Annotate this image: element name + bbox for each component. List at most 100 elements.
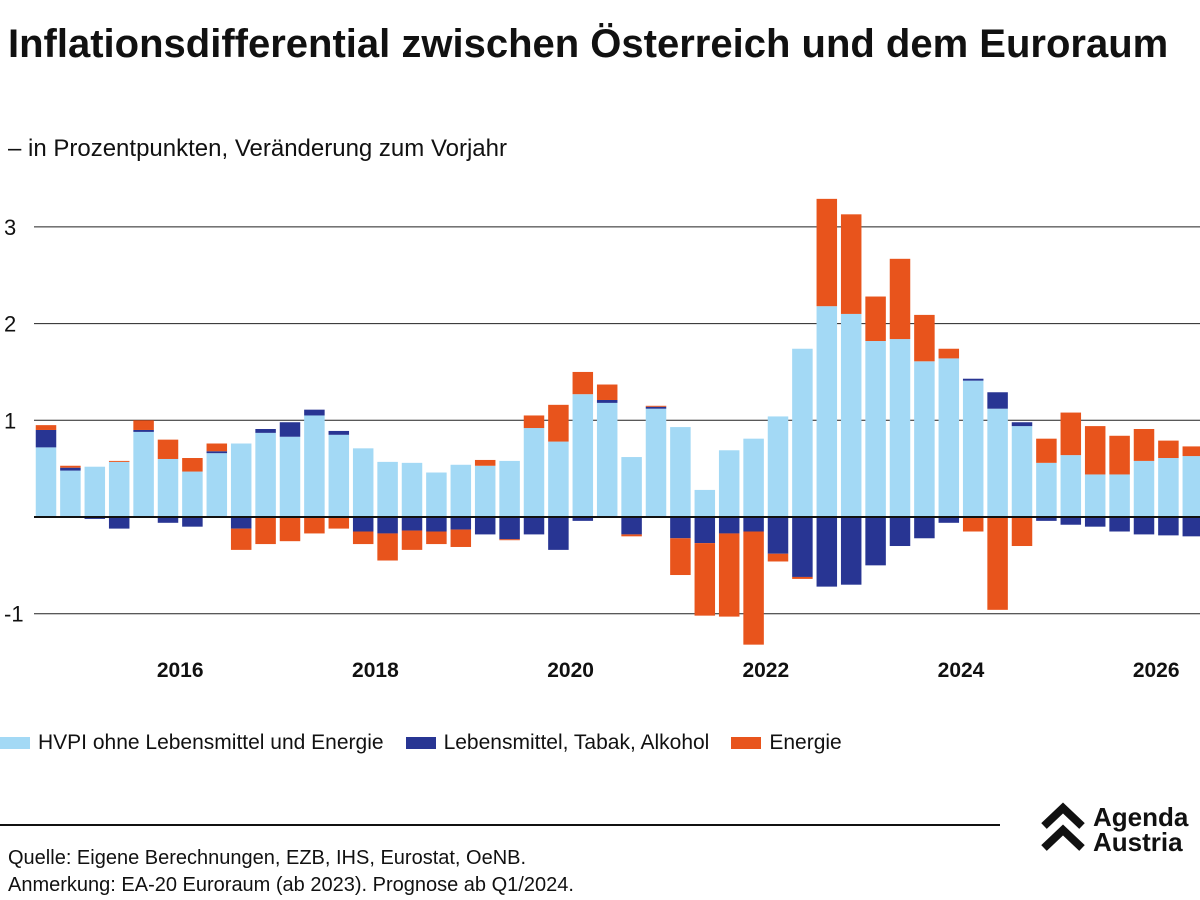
bar-food xyxy=(1158,517,1179,536)
bar-food xyxy=(426,517,447,532)
bar-energy xyxy=(1133,429,1155,461)
bar-core xyxy=(304,415,325,517)
bar-food xyxy=(133,429,154,432)
bar-core xyxy=(694,489,716,517)
bar-energy xyxy=(108,460,130,462)
source-note: Quelle: Eigene Berechnungen, EZB, IHS, E… xyxy=(8,847,527,869)
bar-energy xyxy=(1109,435,1130,475)
bar-energy xyxy=(743,531,764,645)
bar-core xyxy=(670,427,691,517)
bar-energy xyxy=(35,425,57,430)
bar-core xyxy=(767,416,789,517)
bar-energy xyxy=(328,517,350,529)
bar-food xyxy=(328,430,350,435)
bar-core xyxy=(377,461,398,517)
bar-food xyxy=(352,517,374,532)
logo-text-line2: Austria xyxy=(1093,827,1183,857)
bar-energy xyxy=(255,517,276,545)
bar-energy xyxy=(865,296,886,342)
bar-core xyxy=(328,434,350,517)
x-tick-label: 2024 xyxy=(938,659,985,682)
bar-core xyxy=(840,313,862,517)
bar-food xyxy=(1011,422,1033,427)
bar-energy xyxy=(182,458,203,472)
bar-energy xyxy=(548,404,569,442)
bar-core xyxy=(914,361,935,517)
bar-energy xyxy=(133,420,154,430)
bar-food xyxy=(816,517,838,587)
y-tick-label: 2 xyxy=(4,312,16,337)
bar-food xyxy=(645,406,667,409)
bar-core xyxy=(84,466,106,517)
bar-core xyxy=(426,472,447,517)
bar-core xyxy=(718,450,740,517)
bar-energy xyxy=(767,553,789,562)
bar-energy xyxy=(645,405,667,407)
bar-core xyxy=(401,462,423,517)
stacked-bar-chart: -1 1 2 3 2016 2018 2020 2022 2024 2026 xyxy=(4,198,1200,682)
bar-food xyxy=(474,517,496,535)
bar-core xyxy=(889,339,911,517)
legend-label-core: HVPI ohne Lebensmittel und Energie xyxy=(38,731,384,754)
bar-energy xyxy=(621,534,642,537)
bar-food xyxy=(718,517,740,534)
bar-energy xyxy=(596,384,618,400)
bar-core xyxy=(743,438,764,517)
bar-food xyxy=(401,517,423,531)
bar-core xyxy=(572,394,594,517)
bar-food xyxy=(255,429,276,433)
bar-energy xyxy=(816,198,838,307)
bar-energy xyxy=(962,517,984,532)
bar-food xyxy=(230,517,252,529)
bar-energy xyxy=(1182,446,1200,457)
bar-energy xyxy=(523,415,545,429)
bar-core xyxy=(987,408,1008,517)
bar-core xyxy=(182,471,203,517)
bar-core xyxy=(548,441,569,517)
chart-title: Inflationsdifferential zwischen Österrei… xyxy=(8,22,1169,66)
bar-food xyxy=(743,517,764,532)
bar-core xyxy=(1182,456,1200,517)
bar-core xyxy=(938,358,960,517)
bar-food xyxy=(840,517,862,585)
x-tick-label: 2020 xyxy=(547,659,594,682)
bar-energy xyxy=(572,371,594,395)
bar-food xyxy=(157,517,179,523)
bar-energy xyxy=(499,539,520,541)
bar-energy xyxy=(279,517,301,542)
bar-food xyxy=(1133,517,1155,535)
bar-energy xyxy=(938,348,960,359)
bar-core xyxy=(255,432,276,517)
bar-core xyxy=(474,465,496,517)
bar-food xyxy=(60,467,81,471)
bar-food xyxy=(914,517,935,539)
legend-label-energy: Energie xyxy=(769,731,842,754)
bar-energy xyxy=(1060,412,1082,456)
bar-energy xyxy=(1011,517,1033,547)
bar-food xyxy=(938,517,960,523)
bar-core xyxy=(206,453,228,517)
bar-food xyxy=(206,451,228,454)
bar-energy xyxy=(792,576,813,579)
y-tick-label: 1 xyxy=(4,408,16,433)
bar-core xyxy=(1011,426,1033,517)
footer-divider xyxy=(0,824,1000,826)
bar-energy xyxy=(1084,426,1106,475)
bar-energy xyxy=(230,528,252,550)
bar-core xyxy=(60,470,81,517)
annotation-note: Anmerkung: EA-20 Euroraum (ab 2023). Pro… xyxy=(8,874,574,896)
bar-food xyxy=(865,517,886,566)
bar-energy xyxy=(718,533,740,617)
bar-core xyxy=(865,341,886,517)
bar-food xyxy=(499,517,520,540)
bar-food xyxy=(670,517,691,539)
chart-subtitle: – in Prozentpunkten, Veränderung zum Vor… xyxy=(8,135,507,162)
logo-text-line1: Agenda xyxy=(1093,802,1189,832)
bar-core xyxy=(523,428,545,517)
bar-food xyxy=(450,517,472,530)
bar-energy xyxy=(206,443,228,452)
bar-food xyxy=(377,517,398,534)
bar-food xyxy=(596,399,618,403)
bar-core xyxy=(279,436,301,517)
bar-core xyxy=(621,457,642,517)
